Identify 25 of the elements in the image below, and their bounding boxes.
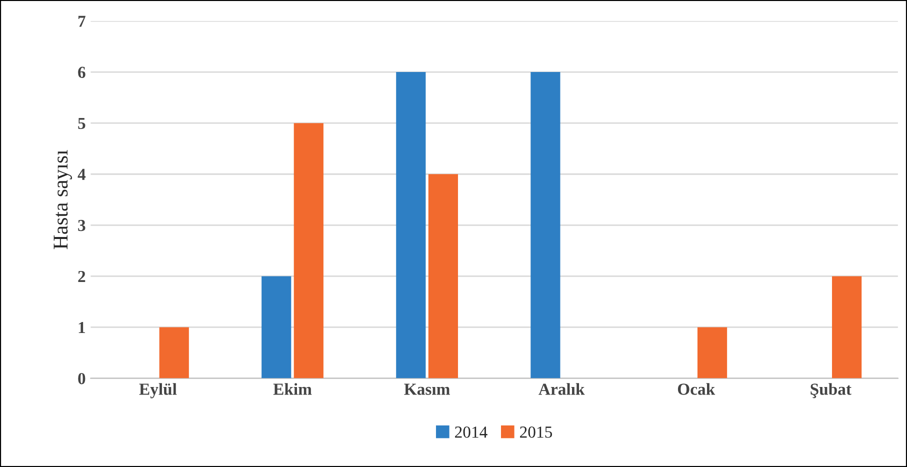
y-tick-label: 4 [78, 168, 86, 180]
y-tick-label: 6 [78, 66, 86, 78]
x-tick-label: Kasım [404, 384, 450, 395]
legend-label: 2014 [455, 426, 488, 438]
legend-label: 2015 [520, 426, 552, 438]
bar [159, 327, 189, 378]
y-tick-label: 1 [78, 322, 85, 334]
x-tick-label: Şubat [810, 383, 852, 398]
bar [530, 72, 560, 378]
x-tick-label: Ocak [678, 383, 716, 395]
x-tick-label: Aralık [538, 383, 585, 395]
bar [697, 327, 728, 378]
bar [832, 276, 862, 378]
y-tick-label: 5 [78, 118, 86, 130]
y-tick-label: 0 [78, 372, 86, 384]
y-tick-label: 3 [78, 220, 86, 232]
bar [294, 123, 324, 378]
x-tick-label: Ekim [273, 383, 312, 395]
y-tick-label: 2 [78, 270, 86, 282]
x-tick-label: Eylül [139, 383, 177, 398]
bar [428, 174, 458, 378]
bar [396, 72, 426, 378]
y-axis-title: Hasta sayısı [54, 150, 72, 250]
y-tick-label: 7 [78, 16, 86, 27]
bar [262, 276, 292, 378]
